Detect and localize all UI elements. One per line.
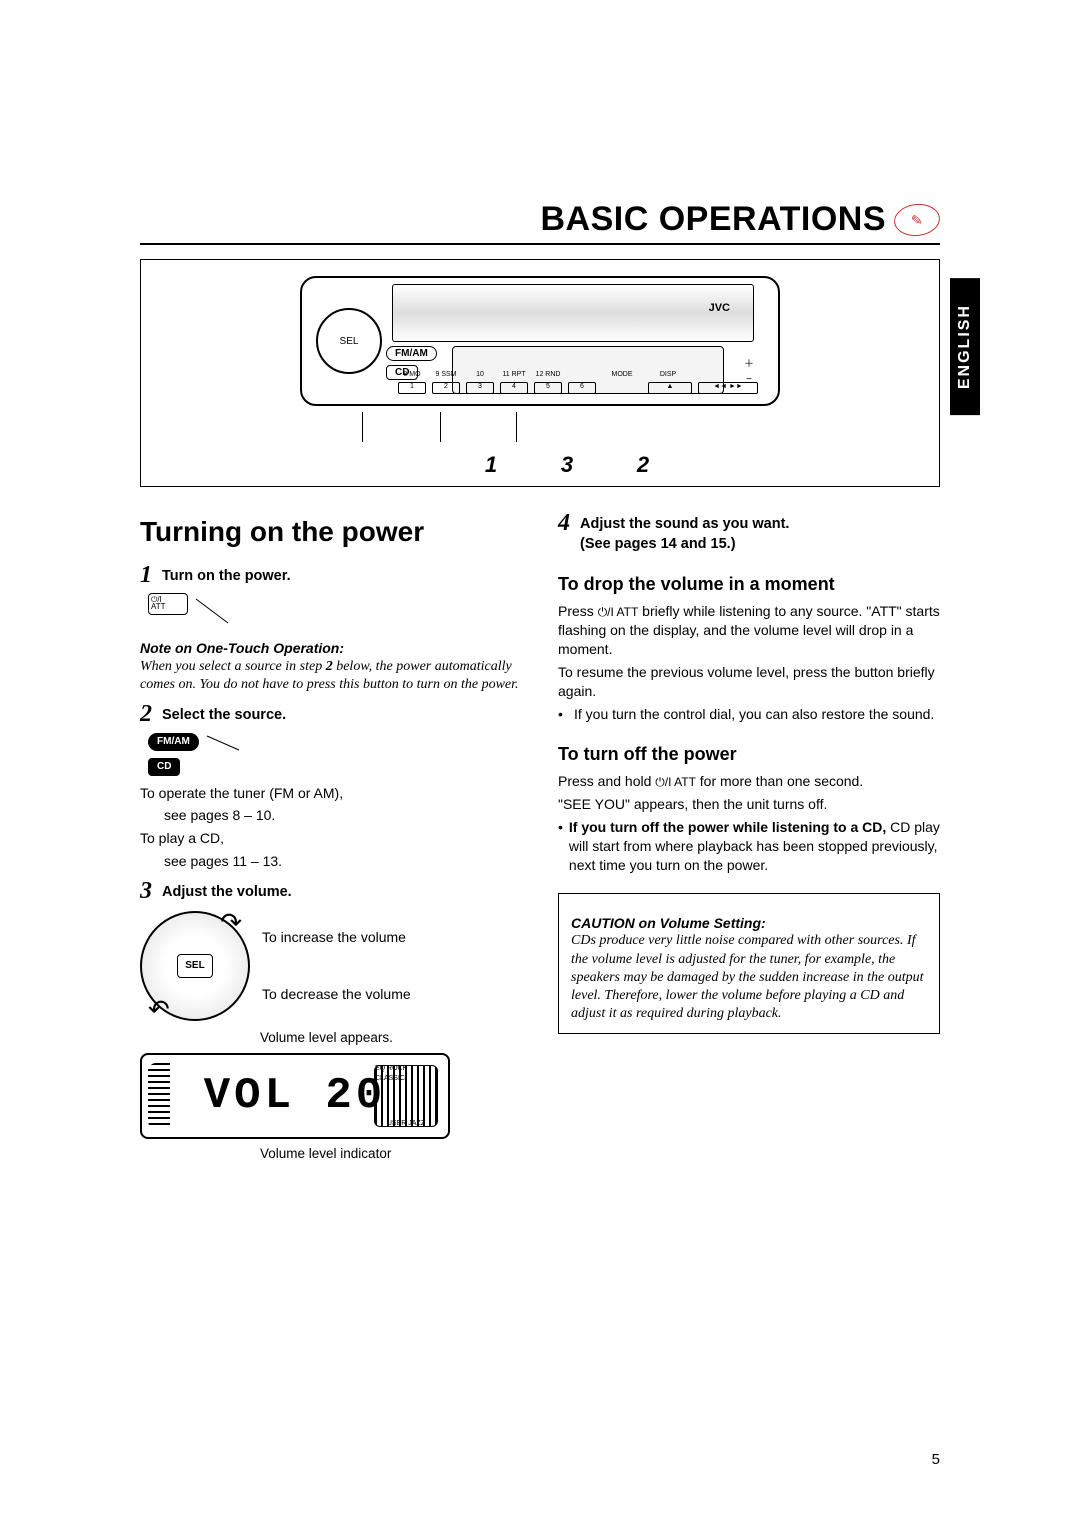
preset-button: 4 [500, 382, 528, 394]
page-header: BASIC OPERATIONS ✎ [140, 200, 940, 245]
caution-body: CDs produce very little noise compared w… [571, 932, 927, 1023]
volume-display-illustration: VOL 20 EQ ROCK CLASSIC USER JAZZ [140, 1053, 450, 1139]
right-column: 4 Adjust the sound as you want. (See pag… [558, 507, 940, 1170]
note-body: When you select a source in step 2 below… [140, 658, 522, 694]
volume-indicator-caption: Volume level indicator [140, 1145, 522, 1163]
left-column: Turning on the power 1 Turn on the power… [140, 507, 522, 1170]
language-tab: ENGLISH [950, 278, 980, 415]
note-heading: Note on One-Touch Operation: [140, 639, 522, 658]
step-text: Adjust the sound as you want. (See pages… [580, 511, 789, 554]
cd-slot-icon [392, 284, 754, 342]
eq-indicator-icon: EQ ROCK CLASSIC USER JAZZ [374, 1065, 438, 1127]
power-att-inline-icon: ⏻/I ATT [598, 604, 639, 620]
cd-instruction: To play a CD, [140, 829, 522, 848]
step-3: 3 Adjust the volume. [140, 879, 522, 903]
preset-button: 6 [568, 382, 596, 394]
tuner-instruction: To operate the tuner (FM or AM), [140, 784, 522, 803]
turn-off-p1: Press and hold ⏻/I ATT for more than one… [558, 772, 940, 791]
fm-am-pill-icon: FM/AM [148, 733, 199, 751]
section-title-turning-on: Turning on the power [140, 513, 522, 551]
preset-button: 2 [432, 382, 460, 394]
volume-appears-caption: Volume level appears. [140, 1029, 522, 1047]
preset-buttons-row: 1 2 3 4 5 6 ▲ ◄◄ ►► [398, 382, 758, 394]
step-number: 3 [140, 879, 152, 903]
preset-button: 1 [398, 382, 426, 394]
step-number: 2 [140, 702, 152, 726]
caution-heading: CAUTION on Volume Setting: [571, 914, 927, 933]
drop-volume-p2: To resume the previous volume level, pre… [558, 663, 940, 701]
step-number: 1 [140, 563, 152, 587]
power-button-diagram: ⏻/I ATT [148, 593, 522, 629]
drop-volume-heading: To drop the volume in a moment [558, 572, 940, 596]
turn-off-p2: "SEE YOU" appears, then the unit turns o… [558, 795, 940, 814]
cd-pages: see pages 11 – 13. [140, 852, 522, 871]
turn-off-heading: To turn off the power [558, 742, 940, 766]
step-1: 1 Turn on the power. [140, 563, 522, 587]
level-bars-icon [148, 1063, 170, 1129]
power-att-inline-icon: ⏻/I ATT [655, 774, 696, 790]
turn-off-bullet: • If you turn off the power while listen… [558, 818, 940, 875]
preset-button: 3 [466, 382, 494, 394]
preset-top-labels: 8 MO 9 SSM 10 11 RPT 12 RND MODE DISP [398, 371, 758, 378]
increase-volume-label: To increase the volume [262, 928, 411, 947]
sel-button-icon: SEL [177, 954, 213, 978]
step-text: Select the source. [162, 702, 286, 726]
step-4: 4 Adjust the sound as you want. (See pag… [558, 511, 940, 554]
step-2: 2 Select the source. [140, 702, 522, 726]
callout-numbers: 1 3 2 [427, 452, 653, 478]
volume-dial-icon: SEL ↷ ↶ [140, 911, 250, 1021]
fm-am-button-icon: FM/AM [386, 346, 437, 361]
volume-dial-diagram: SEL ↷ ↶ To increase the volume To decrea… [140, 911, 522, 1021]
brand-label: JVC [709, 302, 730, 314]
step-text: Adjust the volume. [162, 879, 292, 903]
step-number: 4 [558, 511, 570, 554]
page-number: 5 [932, 1451, 940, 1468]
source-buttons-diagram: FM/AM CD [148, 732, 522, 776]
cd-pill-icon: CD [148, 758, 180, 776]
title-badge-icon: ✎ [892, 201, 941, 238]
seek-buttons-icon: ◄◄ ►► [698, 382, 758, 394]
control-dial-icon: SEL [316, 308, 382, 374]
device-illustration-box: SEL FM/AM CD ＋− JVC 8 MO 9 SSM 10 11 RPT… [140, 259, 940, 487]
page-title: BASIC OPERATIONS [540, 200, 886, 239]
caution-box: CAUTION on Volume Setting: CDs produce v… [558, 893, 940, 1035]
preset-button: 5 [534, 382, 562, 394]
car-stereo-device: SEL FM/AM CD ＋− JVC 8 MO 9 SSM 10 11 RPT… [300, 276, 780, 406]
tuner-pages: see pages 8 – 10. [140, 806, 522, 825]
drop-volume-bullet: • If you turn the control dial, you can … [558, 705, 940, 724]
decrease-volume-label: To decrease the volume [262, 985, 411, 1004]
eject-button-icon: ▲ [648, 382, 692, 394]
drop-volume-p1: Press ⏻/I ATT briefly while listening to… [558, 602, 940, 659]
step-text: Turn on the power. [162, 563, 291, 587]
power-att-button-icon: ⏻/I ATT [148, 593, 188, 615]
volume-readout: VOL 20 [204, 1067, 386, 1126]
